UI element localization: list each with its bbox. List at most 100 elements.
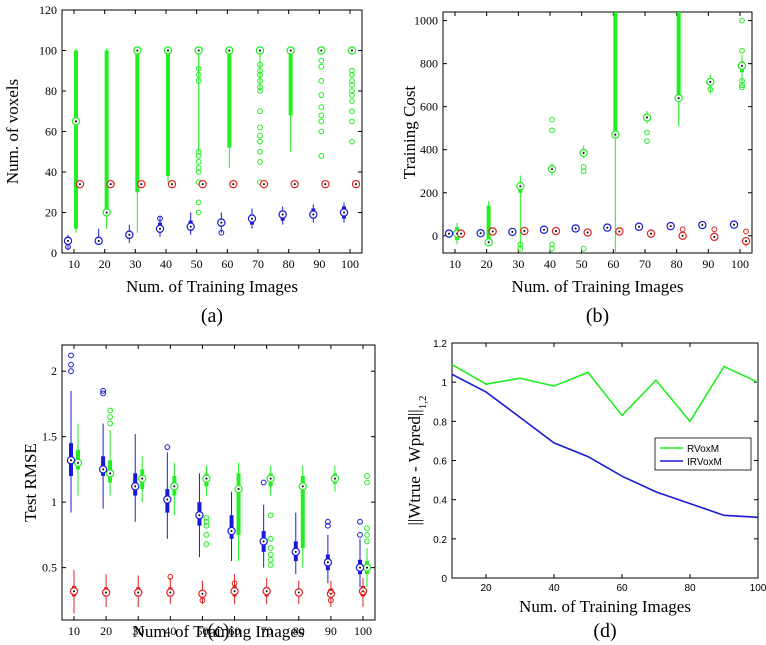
y-tick-label: 0 <box>441 574 447 585</box>
green-outlier <box>318 118 325 125</box>
y-tick-label: 0.5 <box>42 561 57 575</box>
blue-median-dot <box>159 227 161 230</box>
blue-median-dot <box>669 225 672 228</box>
panel-d: 0 0.2 0.4 0.6 0.8 1 1.2 20 40 60 80 100 RVoxM IRVoxM N… <box>405 339 766 642</box>
red-outlier <box>360 590 366 597</box>
y-axis-title: Test RMSE <box>21 443 40 522</box>
green-outlier <box>195 77 202 84</box>
red-median-dot <box>293 183 296 186</box>
green-outlier <box>739 77 745 84</box>
green-outlier <box>349 108 355 115</box>
green-outlier <box>107 414 114 420</box>
green-outlier <box>364 538 370 545</box>
blue-median-dot <box>67 239 69 242</box>
x-tick-label: 60 <box>229 624 241 638</box>
box-marks <box>66 352 372 614</box>
red-median-dot <box>79 183 81 186</box>
blue-median-dot <box>543 228 545 231</box>
red-median-dot <box>233 590 236 593</box>
green-outlier <box>739 17 745 24</box>
green-median-dot <box>237 488 240 491</box>
green-outlier <box>257 108 263 115</box>
x-tick-label: 100 <box>750 583 766 594</box>
green-outlier <box>257 158 263 165</box>
y-axis-title: ||Wtrue - Wpred||1,2 <box>405 396 429 526</box>
green-outlier <box>318 57 325 64</box>
green-outlier <box>739 47 745 54</box>
green-outlier <box>349 67 355 74</box>
green-outlier <box>349 77 355 84</box>
red-median-dot <box>618 230 621 233</box>
red-outlier <box>743 228 749 235</box>
green-box <box>613 12 618 135</box>
blue-median-dot <box>134 485 137 488</box>
red-outlier <box>167 573 174 580</box>
plot-frame <box>442 11 753 254</box>
legend-label: IRVoxM <box>687 457 722 468</box>
blue-median-dot <box>220 221 223 224</box>
blue-median-dot <box>448 232 450 235</box>
series-line-irvoxm <box>451 373 759 519</box>
red-median-dot <box>523 230 526 233</box>
red-median-dot <box>460 232 462 235</box>
green-box <box>236 473 241 535</box>
blue-median-dot <box>198 514 201 517</box>
x-tick-label: 80 <box>671 257 683 271</box>
blue-median-dot <box>638 225 640 228</box>
green-outlier <box>257 148 263 155</box>
green-median-dot <box>366 566 368 569</box>
green-median-dot <box>677 97 680 100</box>
x-tick-label: 20 <box>100 624 112 638</box>
green-median-dot <box>269 477 272 480</box>
blue-median-dot <box>189 225 192 228</box>
blue-median-dot <box>294 550 297 553</box>
green-box <box>74 50 78 229</box>
x-tick-label: 20 <box>481 257 493 271</box>
green-median-dot <box>333 477 336 480</box>
red-median-dot <box>169 591 172 594</box>
blue-median-dot <box>70 459 72 462</box>
legend: RVoxM IRVoxM <box>654 437 752 471</box>
green-median-dot <box>77 461 79 464</box>
blue-outlier <box>100 387 107 394</box>
blue-outlier <box>68 368 74 375</box>
x-tick-label: 80 <box>293 624 305 638</box>
green-box <box>300 475 305 548</box>
green-outlier <box>549 241 555 248</box>
green-outlier <box>318 152 325 159</box>
y-tick-label: 0 <box>432 229 438 243</box>
green-outlier <box>549 116 555 123</box>
box-marks <box>63 46 361 250</box>
x-tick-label: 60 <box>221 257 233 271</box>
red-outlier <box>711 226 718 233</box>
panel-label: (a) <box>201 305 223 327</box>
green-box <box>288 50 293 116</box>
green-median-dot <box>228 49 231 52</box>
green-outlier <box>203 518 210 525</box>
blue-median-dot <box>343 211 345 214</box>
green-outlier <box>318 112 325 119</box>
green-box <box>104 50 109 213</box>
x-tick-label: 10 <box>449 257 461 271</box>
green-median-dot <box>259 49 261 52</box>
blue-outlier <box>65 244 71 250</box>
green-box <box>166 50 170 177</box>
y-tick-label: 0.4 <box>433 496 447 507</box>
red-median-dot <box>265 590 268 593</box>
series-line-rvoxm <box>451 363 759 423</box>
green-box <box>486 205 491 241</box>
y-tick-label: 0.6 <box>433 457 447 468</box>
green-median-dot <box>320 49 323 52</box>
red-median-dot <box>745 240 747 243</box>
blue-median-dot <box>128 233 131 236</box>
green-median-dot <box>709 80 712 83</box>
red-median-dot <box>355 183 357 186</box>
x-tick-label: 40 <box>548 583 560 594</box>
green-outlier <box>195 65 202 72</box>
x-tick-label: 40 <box>164 624 176 638</box>
x-tick-label: 80 <box>684 583 696 594</box>
x-tick-label: 100 <box>354 624 372 638</box>
panel-label: (c) <box>207 620 229 642</box>
blue-median-dot <box>733 223 735 226</box>
green-outlier <box>267 545 274 551</box>
